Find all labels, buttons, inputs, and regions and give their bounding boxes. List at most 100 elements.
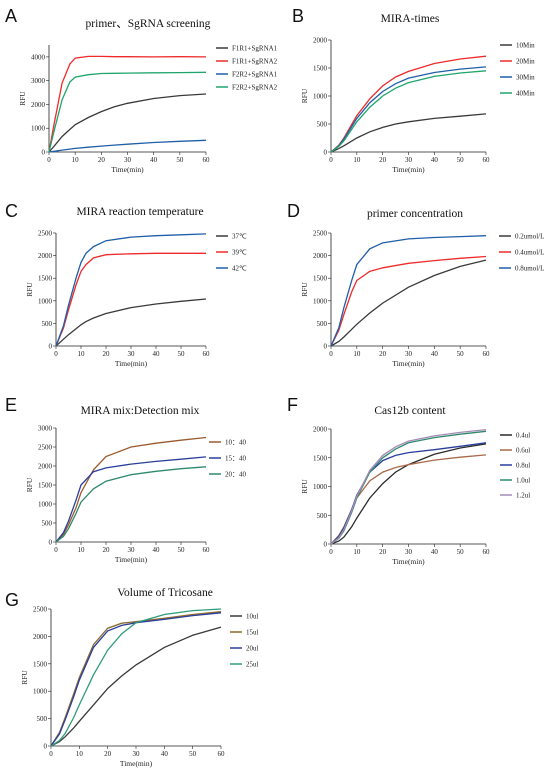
y-tick-label: 2000 xyxy=(313,426,328,434)
x-tick-label: 60 xyxy=(203,156,211,164)
y-tick-label: 1500 xyxy=(313,454,328,462)
legend-entry: 0.2umol/L xyxy=(515,233,544,241)
chart-title: Volume of Tricosane xyxy=(117,587,213,599)
x-tick-label: 30 xyxy=(405,548,413,556)
legend-entry: 10Min xyxy=(516,42,535,50)
y-axis-label: RFU xyxy=(25,477,34,492)
chart-title: MIRA mix:Detection mix xyxy=(81,405,200,417)
series-line-F2R2+SgRNA1 xyxy=(48,139,207,153)
series-line-40Min xyxy=(330,70,487,153)
series-line-15：40 xyxy=(55,456,207,543)
y-tick-label: 2500 xyxy=(38,444,53,452)
series-line-10ul xyxy=(50,626,222,747)
x-tick-label: 30 xyxy=(128,350,136,358)
legend-entry: F1R1+SgRNA2 xyxy=(232,58,278,66)
y-tick-label: 500 xyxy=(317,121,328,129)
y-tick-label: 1500 xyxy=(313,65,328,73)
y-tick-label: 2000 xyxy=(313,37,328,45)
series-line-1.2ul xyxy=(330,428,487,545)
legend-entry: F2R2+SgRNA1 xyxy=(232,71,278,79)
chart-panel-b: B MIRA-times 0 10 20 30 40 50 60 0 500 1000 1500 2000… xyxy=(292,6,535,174)
series-line-0.8ul xyxy=(330,442,487,545)
legend-entry: 30Min xyxy=(516,74,535,82)
x-tick-label: 20 xyxy=(379,350,387,358)
chart-title: MIRA-times xyxy=(381,13,440,25)
y-tick-label: 1000 xyxy=(31,125,46,133)
x-tick-label: 50 xyxy=(178,546,186,554)
y-tick-label: 500 xyxy=(37,715,48,723)
y-tick-label: 2000 xyxy=(33,633,48,641)
x-tick-label: 60 xyxy=(203,350,211,358)
series-line-39℃ xyxy=(55,252,206,347)
panel-label: C xyxy=(5,201,18,221)
legend-entry: 40Min xyxy=(516,90,535,98)
legend-entry: 10：40 xyxy=(225,439,246,447)
x-axis-label: Time(min) xyxy=(392,359,425,368)
panel-label: E xyxy=(5,395,17,415)
x-tick-label: 20 xyxy=(379,548,387,556)
y-tick-label: 0 xyxy=(324,541,328,549)
x-tick-label: 60 xyxy=(203,546,211,554)
panel-label: F xyxy=(287,395,298,415)
x-tick-label: 40 xyxy=(150,156,158,164)
y-tick-label: 1000 xyxy=(313,297,328,305)
y-tick-label: 2000 xyxy=(313,252,328,260)
legend-entry: 0.8umol/L xyxy=(515,265,544,273)
x-tick-label: 30 xyxy=(133,750,141,758)
x-tick-label: 30 xyxy=(124,156,132,164)
series-line-F2R2+SgRNA2 xyxy=(48,71,207,153)
x-tick-label: 40 xyxy=(431,548,439,556)
y-tick-label: 500 xyxy=(317,512,328,520)
panel-label: G xyxy=(5,590,19,610)
x-tick-label: 20 xyxy=(379,156,387,164)
legend-entry: F2R2+SgRNA2 xyxy=(232,84,278,92)
y-tick-label: 4000 xyxy=(31,53,46,61)
x-tick-label: 40 xyxy=(153,546,161,554)
y-axis-label: RFU xyxy=(18,91,27,106)
panel-label: D xyxy=(287,201,300,221)
y-tick-label: 2500 xyxy=(313,230,328,238)
x-tick-label: 10 xyxy=(78,350,86,358)
series-line-37℃ xyxy=(55,298,207,347)
y-tick-label: 0 xyxy=(324,343,328,351)
x-tick-label: 40 xyxy=(161,750,169,758)
x-tick-label: 0 xyxy=(329,548,333,556)
x-axis-label: Time(min) xyxy=(392,165,425,174)
y-axis-label: RFU xyxy=(300,282,309,297)
chart-title: Cas12b content xyxy=(374,405,446,417)
x-tick-label: 10 xyxy=(353,156,361,164)
legend-entry: 20ul xyxy=(246,645,259,653)
y-tick-label: 1000 xyxy=(33,688,48,696)
x-tick-label: 60 xyxy=(218,750,226,758)
series-line-42℃ xyxy=(55,233,207,347)
x-tick-label: 40 xyxy=(153,350,161,358)
legend-entry: 0.4umol/L xyxy=(515,249,544,257)
y-tick-label: 500 xyxy=(42,320,53,328)
x-tick-label: 40 xyxy=(431,350,439,358)
legend-entry: 20：40 xyxy=(225,471,246,479)
series-line-F1R1+SgRNA1 xyxy=(48,93,207,153)
x-tick-label: 10 xyxy=(353,350,361,358)
x-tick-label: 0 xyxy=(47,156,51,164)
x-tick-label: 10 xyxy=(76,750,84,758)
legend-entry: 15ul xyxy=(246,629,259,637)
x-axis-label: Time(min) xyxy=(115,555,148,564)
y-axis-label: RFU xyxy=(25,282,34,297)
y-axis-label: RFU xyxy=(300,479,309,494)
x-tick-label: 60 xyxy=(483,350,491,358)
x-tick-label: 20 xyxy=(98,156,106,164)
x-tick-label: 10 xyxy=(353,548,361,556)
series-line-0.2umol/L xyxy=(330,259,487,347)
legend-entry: 42℃ xyxy=(232,265,247,273)
y-tick-label: 0 xyxy=(49,539,53,547)
series-line-20ul xyxy=(50,612,222,747)
legend-entry: 20Min xyxy=(516,58,535,66)
x-tick-label: 50 xyxy=(457,156,465,164)
series-line-10Min xyxy=(330,113,487,153)
series-line-15ul xyxy=(50,611,222,747)
y-tick-label: 2500 xyxy=(38,230,53,238)
x-tick-label: 50 xyxy=(457,548,465,556)
